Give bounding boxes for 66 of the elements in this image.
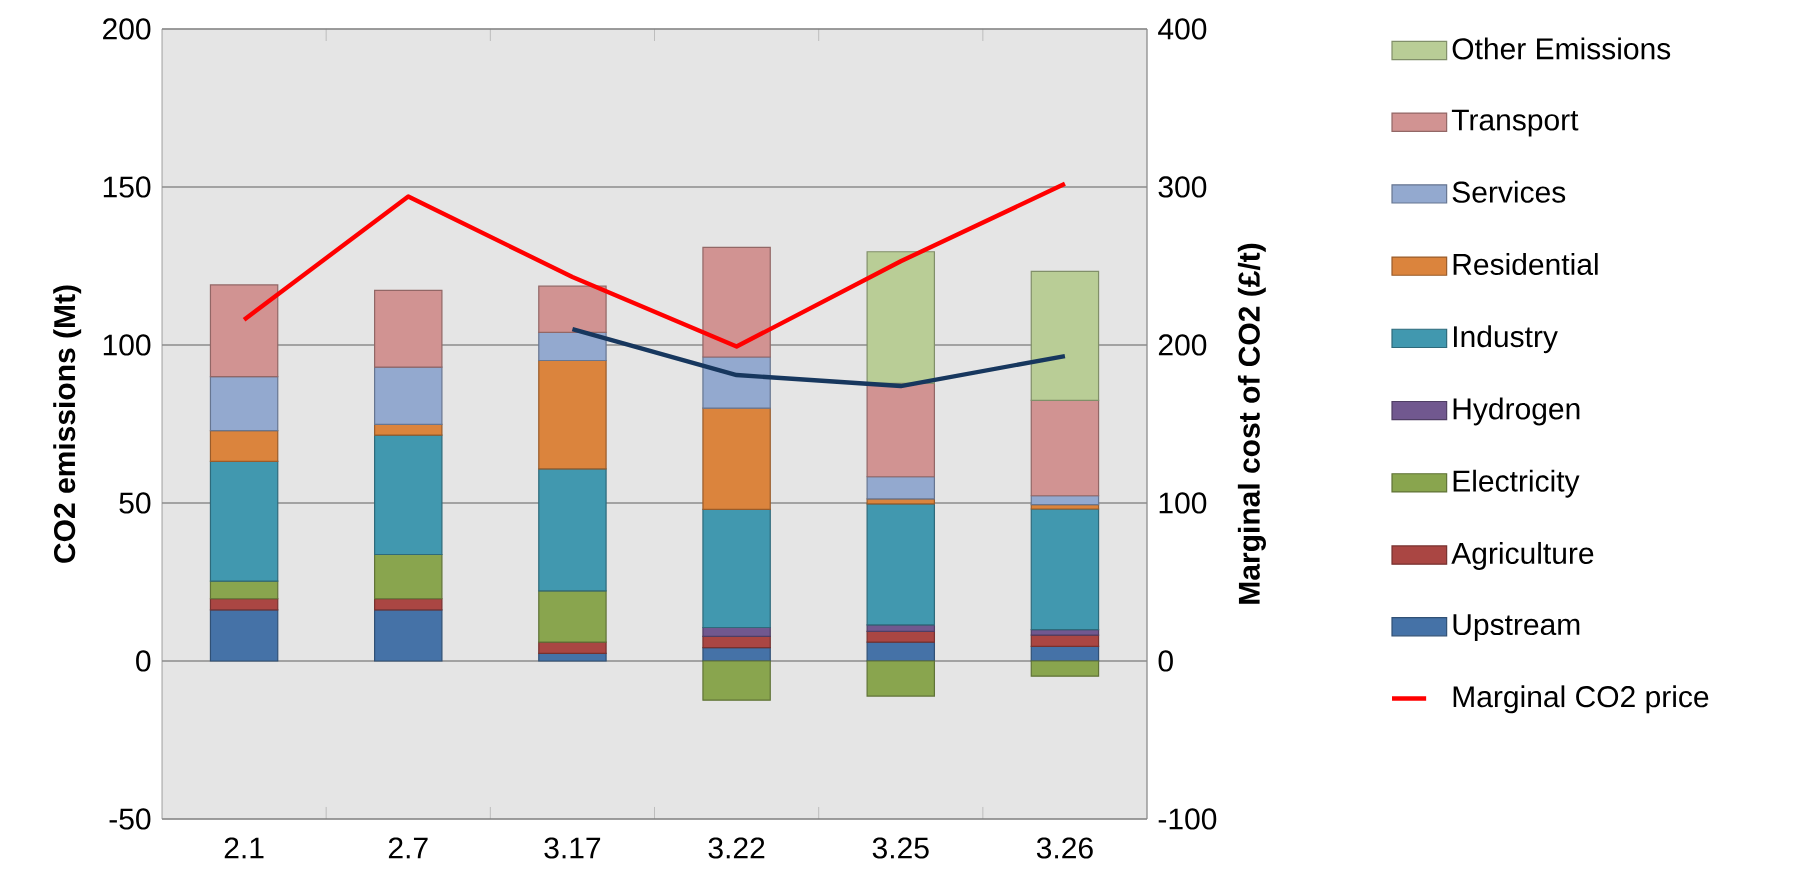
- bar: [538, 359, 607, 470]
- legend-label: Hydrogen: [1453, 397, 1580, 426]
- y2-tick-label: -100: [1158, 808, 1217, 830]
- bar: [1030, 270, 1100, 401]
- x-tick-label: 3.26: [1036, 837, 1093, 859]
- x-tick-label: 3.17: [544, 837, 601, 859]
- y-tick-label: 200: [103, 18, 151, 40]
- bar: [209, 609, 279, 662]
- bar: [209, 460, 279, 582]
- y2-tick-label: 200: [1158, 334, 1207, 356]
- x-tick-label: 3.22: [708, 837, 765, 859]
- bar: [866, 660, 936, 697]
- x-tick-label: 2.7: [388, 837, 428, 859]
- bar: [1030, 399, 1100, 497]
- y2-tick-label: 400: [1158, 18, 1207, 40]
- legend-label: Transport: [1451, 109, 1579, 137]
- x-tick-label: 3.25: [872, 837, 929, 859]
- bar: [702, 626, 771, 637]
- y2-tick-label: 300: [1158, 176, 1207, 198]
- y-tick-label: 150: [103, 176, 151, 198]
- y2-tick-label: 0: [1158, 650, 1173, 672]
- legend-label: Services: [1452, 180, 1566, 203]
- y2-axis-title: Marginal cost of CO2 (£/t): [1237, 243, 1266, 604]
- bar: [866, 251, 936, 384]
- y2-tick-label: 100: [1159, 492, 1207, 514]
- bar: [538, 285, 607, 333]
- legend-label: Residential: [1453, 253, 1598, 276]
- bar: [374, 553, 443, 600]
- bar: [1030, 508, 1100, 631]
- bar: [374, 366, 443, 425]
- y-tick-label: 50: [119, 492, 151, 514]
- bar: [702, 508, 771, 629]
- bar: [209, 284, 279, 378]
- y-tick-label: 100: [103, 334, 151, 356]
- bar: [209, 376, 279, 432]
- legend-label: Other Emissions: [1452, 37, 1671, 60]
- line-series: [241, 181, 1068, 349]
- bar: [866, 382, 936, 478]
- bar: [374, 423, 443, 436]
- bar: [209, 430, 279, 462]
- legend-label: Electricity: [1453, 469, 1580, 498]
- bar: [866, 476, 936, 500]
- bar: [866, 503, 936, 626]
- bar: [538, 331, 607, 362]
- legend-label: Upstream: [1453, 614, 1580, 642]
- bar: [702, 660, 771, 701]
- bar: [538, 590, 607, 643]
- bar: [538, 652, 607, 662]
- bar: [374, 609, 443, 662]
- bar: [1030, 660, 1100, 677]
- line-series: [570, 326, 1068, 389]
- y-tick-label: 0: [136, 650, 151, 672]
- bar: [702, 407, 771, 510]
- bar: [374, 289, 443, 368]
- y-axis-title: CO2 emissions (Mt): [53, 285, 82, 563]
- bar: [702, 246, 771, 358]
- legend-label: Agriculture: [1451, 541, 1594, 570]
- bar: [866, 630, 936, 643]
- bar: [1030, 629, 1100, 636]
- legend-label: Marginal CO2 price: [1453, 685, 1709, 714]
- bar: [374, 434, 443, 556]
- bar: [374, 598, 443, 611]
- y-tick-label: -50: [109, 808, 151, 830]
- legend-label: Industry: [1454, 325, 1558, 354]
- bar: [538, 468, 607, 592]
- x-tick-label: 2.1: [224, 837, 264, 859]
